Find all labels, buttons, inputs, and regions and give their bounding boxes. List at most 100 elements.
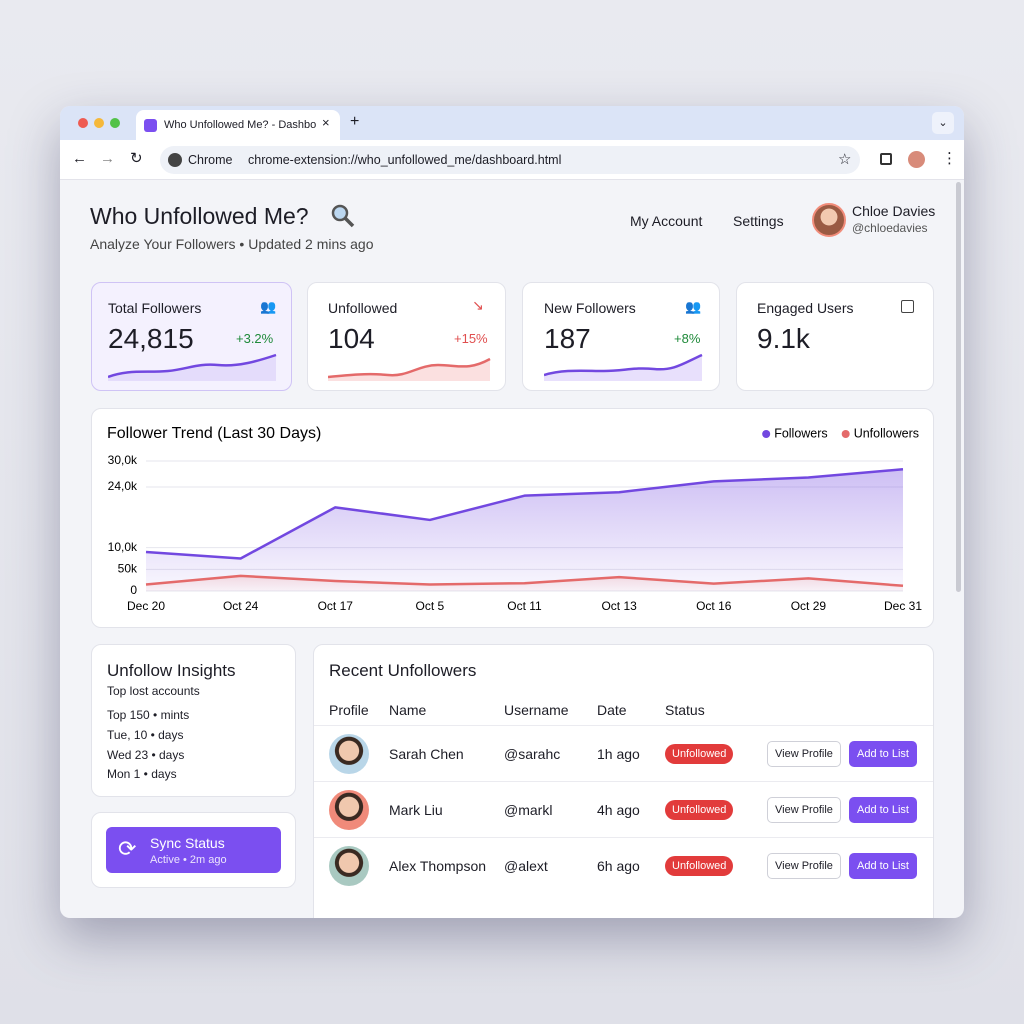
sync-button[interactable]: ⟳ Sync Status Active • 2m ago (106, 827, 281, 873)
insights-title: Unfollow Insights (107, 661, 236, 680)
stat-card[interactable]: New Followers 187 +8% 👥 (522, 282, 720, 391)
column-header: Status (665, 702, 705, 718)
stat-label: Engaged Users (757, 300, 854, 316)
legend-dot (841, 430, 850, 438)
username: @sarahc (504, 746, 561, 762)
x-tick-label: Oct 13 (601, 599, 637, 613)
y-tick-label: 0 (130, 583, 137, 597)
scrollbar (956, 182, 961, 592)
stat-label: New Followers (544, 300, 636, 316)
stat-change: +3.2% (236, 331, 274, 346)
y-tick-label: 30,0k (108, 453, 138, 467)
user-name: Mark Liu (389, 802, 443, 818)
card-icon: 👥 (685, 299, 702, 314)
stat-card[interactable]: Total Followers 24,815 +3.2% 👥 (91, 282, 292, 391)
view-profile-button[interactable]: View Profile (767, 853, 841, 879)
omnibox[interactable]: Chrome chrome-extension://who_unfollowed… (160, 146, 860, 174)
column-header: Profile (329, 702, 369, 718)
legend-dot (762, 430, 771, 438)
nav-link[interactable]: Settings (733, 213, 784, 229)
search-icon (331, 204, 355, 228)
insight-item: Tue, 10 • days (107, 728, 184, 742)
reload[interactable]: ↻ (130, 150, 143, 167)
insight-item: Top 150 • mints (107, 708, 190, 722)
date: 6h ago (597, 858, 640, 874)
insight-item: Mon 1 • days (107, 767, 177, 781)
forward[interactable]: → (100, 150, 115, 167)
new-tab[interactable]: + (350, 113, 360, 130)
nav-link[interactable]: My Account (630, 213, 703, 229)
stat-value: 24,815 (108, 323, 194, 354)
recent-title: Recent Unfollowers (329, 661, 477, 680)
card-icon: 👥 (260, 299, 277, 314)
stat-change: +8% (674, 331, 701, 346)
close-dot[interactable] (78, 118, 88, 128)
add-to-list-button[interactable]: Add to List (849, 797, 917, 823)
user-name: Alex Thompson (389, 858, 487, 874)
x-tick-label: Oct 24 (223, 599, 259, 613)
line (145, 574, 904, 588)
back[interactable]: ← (72, 150, 87, 167)
y-tick-label: 10,0k (108, 540, 138, 554)
stat-label: Unfollowed (328, 300, 398, 316)
x-tick-label: Oct 29 (791, 599, 827, 613)
username: @markl (504, 802, 553, 818)
legend-label: Unfollowers (854, 426, 919, 440)
line (145, 467, 904, 560)
avatar (329, 846, 369, 886)
column-header: Username (504, 702, 569, 718)
sparkline (108, 353, 277, 381)
avatar (329, 734, 369, 774)
status-pill: Unfollowed (665, 856, 734, 876)
username: @alext (504, 858, 548, 874)
subtitle: Analyze Your Followers • Updated 2 mins … (90, 236, 374, 252)
tab-close[interactable]: × (322, 115, 330, 130)
sparkline (544, 353, 703, 381)
stat-card[interactable]: Unfollowed 104 +15% ↘ (307, 282, 506, 391)
insights-card: Unfollow Insights Top lost accounts Top … (91, 644, 296, 797)
user-avatar[interactable] (812, 203, 846, 237)
stat-value: 187 (544, 323, 591, 354)
tab[interactable]: Who Unfollowed Me? - Dashbo (136, 110, 340, 140)
add-to-list-button[interactable]: Add to List (849, 853, 917, 879)
tab-menu[interactable]: ⌄ (932, 112, 954, 134)
x-tick-label: Dec 31 (884, 599, 922, 613)
sync-card: ⟳ Sync Status Active • 2m ago (91, 812, 296, 888)
stat-card[interactable]: Engaged Users 9.1k (736, 282, 934, 391)
insight-item: Wed 23 • days (107, 748, 185, 762)
sync-status: Active • 2m ago (150, 854, 227, 866)
table-row: Mark Liu @markl 4h ago Unfollowed View P… (314, 781, 933, 837)
y-tick-label: 24,0k (108, 479, 138, 493)
view-profile-button[interactable]: View Profile (767, 797, 841, 823)
x-tick-label: Oct 11 (507, 599, 542, 613)
table-row: Alex Thompson @alext 6h ago Unfollowed V… (314, 837, 933, 893)
add-to-list-button[interactable]: Add to List (849, 741, 917, 767)
url: chrome-extension://who_unfollowed_me/das… (248, 153, 562, 167)
profile[interactable] (908, 151, 925, 168)
max-dot[interactable] (110, 118, 120, 128)
chart: Follower Trend (Last 30 Days) 0 50k 10,0k 2… (107, 425, 922, 613)
sidepanel[interactable] (880, 153, 892, 165)
card-icon (901, 300, 914, 313)
x-tick-label: Oct 5 (416, 599, 445, 613)
column-header: Date (597, 702, 627, 718)
star[interactable]: ☆ (838, 151, 852, 168)
tab-bar: Who Unfollowed Me? - Dashbo × + ⌄ (60, 106, 964, 140)
chart-card: Follower Trend (Last 30 Days) 0 50k 10,0k 2… (91, 408, 934, 628)
status-pill: Unfollowed (665, 800, 734, 820)
column-header: Name (389, 702, 427, 718)
app-title: Who Unfollowed Me? (90, 203, 309, 229)
card-icon: ↘ (472, 297, 484, 313)
area (146, 469, 903, 591)
avatar (329, 790, 369, 830)
stat-value: 9.1k (757, 323, 810, 354)
menu[interactable]: ⋮ (942, 150, 957, 167)
chart-title: Follower Trend (Last 30 Days) (107, 425, 321, 442)
stat-label: Total Followers (108, 300, 202, 316)
sparkline (328, 357, 491, 381)
min-dot[interactable] (94, 118, 104, 128)
view-profile-button[interactable]: View Profile (767, 741, 841, 767)
date: 1h ago (597, 746, 640, 762)
browser-name: Chrome (188, 153, 233, 167)
